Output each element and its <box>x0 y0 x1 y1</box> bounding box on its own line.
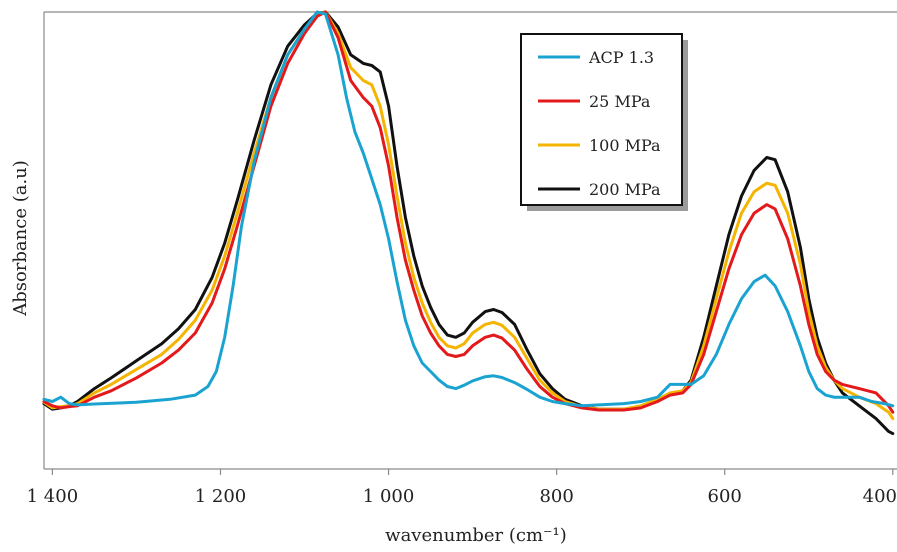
legend-box <box>520 33 683 206</box>
legend-label: 200 MPa <box>589 180 661 199</box>
y-axis-title: Absorbance (a.u) <box>10 160 31 317</box>
x-axis-ticks: 1 400 1 200 1 000 800 600 400 <box>27 469 897 507</box>
legend-label: 100 MPa <box>589 136 661 155</box>
series-line-1 <box>42 10 895 408</box>
legend-label: ACP 1.3 <box>588 48 654 67</box>
x-tick-label: 600 <box>708 486 742 507</box>
series-line-3 <box>42 10 895 421</box>
series-line-2 <box>42 10 895 414</box>
x-tick-label: 800 <box>539 486 573 507</box>
series-line-4 <box>42 10 895 436</box>
plot-frame <box>43 11 897 470</box>
x-axis-title: wavenumber (cm⁻¹) <box>385 525 567 546</box>
x-tick-label: 1 200 <box>195 486 247 507</box>
x-tick-label: 400 <box>863 486 897 507</box>
x-tick-label: 1 000 <box>363 486 415 507</box>
legend-items: ACP 1.3 25 MPa 100 MPa 200 MPa <box>538 48 661 199</box>
series-layer <box>42 10 895 436</box>
legend-label: 25 MPa <box>589 92 651 111</box>
x-tick-label: 1 400 <box>27 486 79 507</box>
legend: ACP 1.3 25 MPa 100 MPa 200 MPa <box>520 33 688 211</box>
